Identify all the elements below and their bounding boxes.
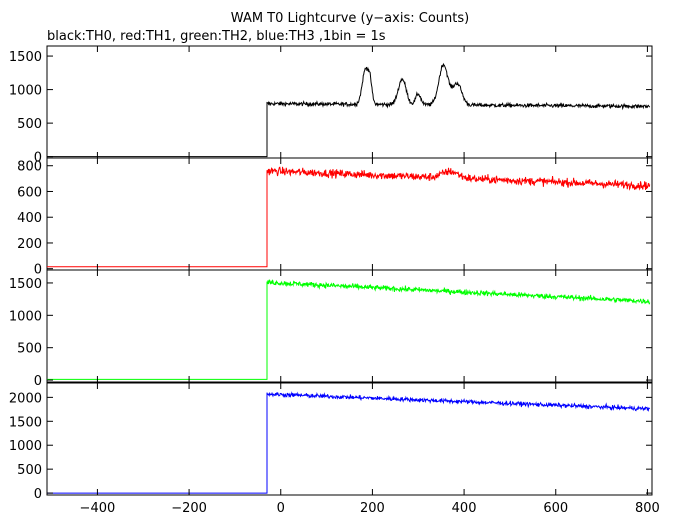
y-tick-label: 0 [34, 263, 42, 278]
x-tick-label: −200 [171, 501, 207, 515]
y-tick-label: 500 [17, 463, 42, 478]
x-tick-label: −400 [80, 501, 116, 515]
y-tick-label: 0 [34, 487, 42, 502]
chart-subtitle: black:TH0, red:TH1, green:TH2, blue:TH3 … [47, 29, 386, 44]
y-tick-label: 600 [17, 185, 42, 200]
y-tick-label: 0 [34, 151, 42, 166]
series-line-TH0 [47, 62, 651, 158]
x-tick-label: 200 [360, 501, 385, 515]
y-tick-label: 0 [34, 374, 42, 389]
y-tick-label: 1500 [9, 277, 42, 292]
series-line-TH2 [47, 279, 651, 380]
y-tick-label: 2000 [9, 391, 42, 406]
y-tick-label: 1000 [9, 439, 42, 454]
y-tick-label: 400 [17, 211, 42, 226]
panels-group: 0500100015000200400600800050010001500050… [9, 45, 660, 515]
y-tick-label: 1000 [9, 309, 42, 324]
x-tick-label: 800 [635, 501, 660, 515]
y-tick-label: 1000 [9, 84, 42, 99]
panel-frame-TH0 [46, 45, 653, 159]
y-tick-label: 500 [17, 117, 42, 132]
panel-frame-TH2 [46, 269, 653, 383]
y-tick-label: 1500 [9, 415, 42, 430]
x-tick-label: 600 [543, 501, 568, 515]
panel-frame-TH3 [46, 382, 653, 496]
series-line-TH3 [47, 391, 651, 494]
chart-title: WAM T0 Lightcurve (y−axis: Counts) [231, 11, 469, 26]
y-tick-label: 1500 [9, 50, 42, 65]
x-tick-label: 0 [277, 501, 285, 515]
panel-frame-TH1 [46, 157, 653, 271]
y-tick-label: 200 [17, 237, 42, 252]
x-tick-label: 400 [452, 501, 477, 515]
y-tick-label: 500 [17, 342, 42, 357]
y-tick-label: 800 [17, 160, 42, 175]
series-line-TH1 [47, 166, 651, 268]
